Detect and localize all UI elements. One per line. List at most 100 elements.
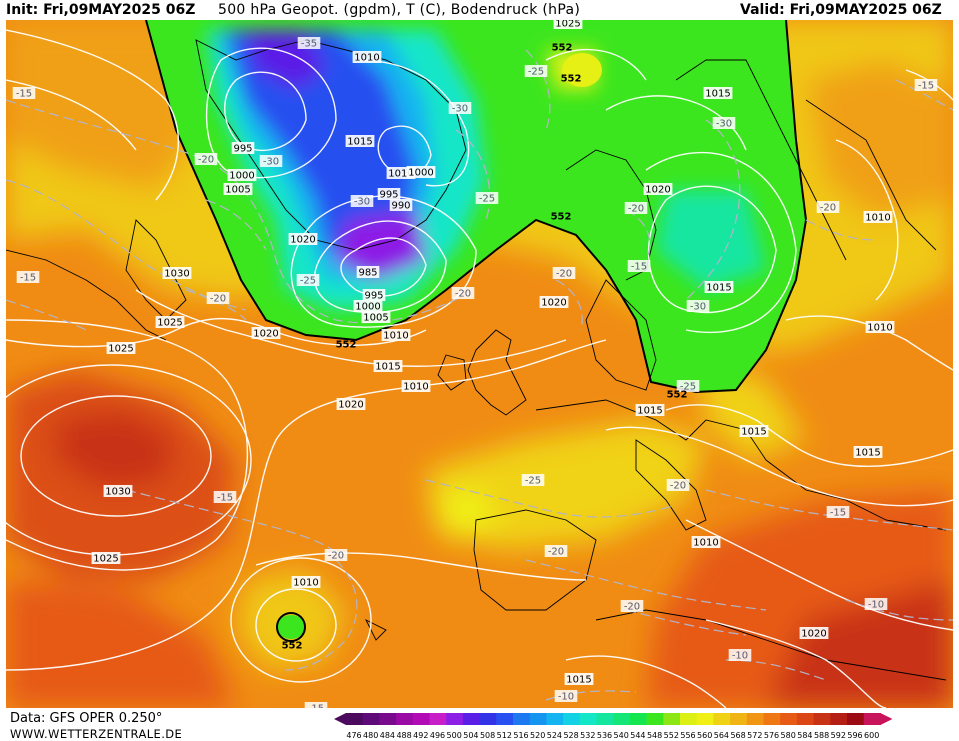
colorbar-segment	[863, 713, 881, 725]
pressure-label: 1005	[225, 185, 250, 196]
pressure-label-box	[362, 289, 386, 301]
temperature-label-box	[728, 649, 752, 661]
pressure-label: 1020	[253, 329, 278, 340]
colorbar-tick-label: 592	[831, 731, 846, 740]
colorbar-segment	[429, 713, 447, 725]
pressure-label-box	[564, 673, 594, 685]
temperature-label: -25	[680, 382, 696, 393]
colorbar-segment	[563, 713, 581, 725]
geopotential-label: 552	[282, 641, 303, 652]
colorbar-segment	[813, 713, 831, 725]
temperature-label-box	[297, 37, 321, 49]
colorbar-segment	[546, 713, 564, 725]
geopotential-label: 552	[552, 43, 573, 54]
colorbar-segment	[396, 713, 414, 725]
temperature-label-box	[627, 260, 651, 272]
temperature-label-box	[296, 274, 320, 286]
pressure-label-box	[345, 135, 375, 147]
temperature-label: -15	[918, 81, 934, 92]
colorbar-tick-label: 588	[814, 731, 829, 740]
pressure-label-box	[406, 166, 436, 178]
colorbar-segment	[529, 713, 547, 725]
colorbar-segment	[730, 713, 748, 725]
temperature-label: -20	[670, 481, 686, 492]
temperature-label: -10	[868, 600, 884, 611]
temperature-label-box	[259, 155, 283, 167]
pressure-label: 1025	[555, 20, 580, 30]
temperature-label: -35	[301, 39, 317, 50]
temperature-label-box	[524, 65, 548, 77]
pressure-label: 1010	[403, 382, 428, 393]
temperature-label: -20	[624, 602, 640, 613]
pressure-label: 985	[358, 268, 377, 279]
pressure-label-box	[155, 316, 185, 328]
geopotential-label: 552	[551, 212, 572, 223]
temperature-label: -15	[20, 273, 36, 284]
pressure-label-box	[353, 300, 383, 312]
temperature-label: -30	[354, 197, 370, 208]
colorbar: 476 480 484 488 492 496 500 504 508 512 516 520 524 5…	[334, 713, 893, 740]
pressure-label-box	[704, 281, 734, 293]
temperature-label: -10	[732, 651, 748, 662]
colorbar-tick-label: 508	[480, 731, 495, 740]
temperature-label: -20	[328, 551, 344, 562]
pressure-label: 995	[233, 144, 252, 155]
colorbar-segment	[796, 713, 815, 725]
colorbar-tick-label: 492	[413, 731, 428, 740]
colorbar-tick-label: 596	[847, 731, 862, 740]
colorbar-tick-label: 532	[580, 731, 595, 740]
temperature-label-box	[12, 87, 36, 99]
colorbar-segment	[579, 713, 597, 725]
pressure-label-box	[635, 404, 665, 416]
colorbar-tick-label: 536	[597, 731, 612, 740]
pressure-label: 995	[379, 190, 398, 201]
pressure-label-box	[691, 536, 721, 548]
pressure-label: 1000	[355, 302, 380, 313]
pressure-label-box	[291, 576, 321, 588]
colorbar-tick-label: 552	[664, 731, 679, 740]
temperature-label-box	[194, 153, 218, 165]
temperature-label-box	[475, 192, 499, 204]
geopotential-field	[6, 20, 953, 708]
pressure-label-box	[231, 142, 255, 154]
geopotential-labels: 552 552 552 552 552 552	[282, 43, 688, 652]
colorbar-tick-label: 512	[497, 731, 512, 740]
pressure-label: 1020	[338, 400, 363, 411]
temperature-label-box	[206, 292, 230, 304]
temperature-label-box	[914, 79, 938, 91]
colorbar-segment	[696, 713, 714, 725]
temperature-label: -15	[631, 262, 647, 273]
init-time: Init: Fri,09MAY2025 06Z	[6, 2, 196, 18]
colorbar-tick-label: 524	[547, 731, 562, 740]
pressure-label: 1010	[867, 323, 892, 334]
pressure-label-box	[103, 485, 133, 497]
pressure-label-box	[361, 311, 391, 323]
temperature-label: -25	[528, 67, 544, 78]
isotherms	[6, 49, 953, 701]
colorbar-tick-label: 600	[864, 731, 879, 740]
pressure-label: 1010	[388, 169, 413, 180]
pressure-label-box	[162, 267, 192, 279]
pressure-label: 1015	[705, 89, 730, 100]
colorbar-tick-label: 576	[764, 731, 779, 740]
pressure-label: 1010	[693, 538, 718, 549]
pressure-label-box	[539, 296, 569, 308]
pressure-label-box	[91, 552, 121, 564]
temperature-label: -25	[479, 194, 495, 205]
colorbar-tick-label: 516	[513, 731, 528, 740]
geopotential-552-contour	[145, 20, 808, 642]
temperature-label-box	[448, 102, 472, 114]
colorbar-segment	[346, 713, 364, 725]
pressure-label: 1025	[108, 344, 133, 355]
pressure-label-box	[336, 398, 366, 410]
pressure-label: 1020	[541, 298, 566, 309]
pressure-label-box	[223, 183, 253, 195]
pressure-label: 1010	[383, 331, 408, 342]
colorbar-segment	[713, 713, 731, 725]
colorbar-tick-label: 540	[614, 731, 629, 740]
colorbar-segment	[629, 713, 648, 725]
pressure-label: 1015	[855, 448, 880, 459]
pressure-label: 1005	[363, 313, 388, 324]
colorbar-tick-label: 572	[747, 731, 762, 740]
pressure-label: 1015	[706, 283, 731, 294]
